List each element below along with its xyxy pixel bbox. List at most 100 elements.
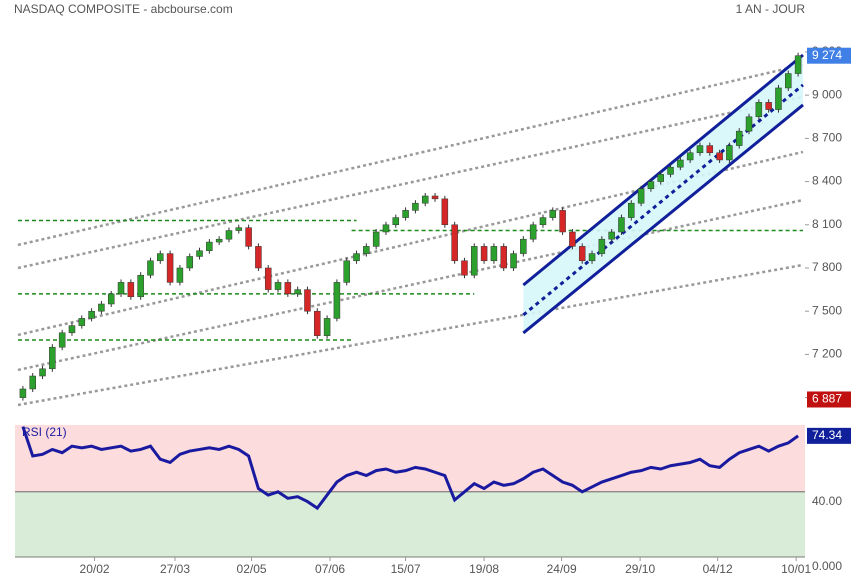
trend-line: [17, 198, 804, 372]
x-tick-label: 20/02: [80, 562, 110, 576]
candle-body: [461, 260, 468, 276]
y-tick-label: 7 800: [812, 260, 842, 274]
candle-body: [304, 289, 311, 312]
candle-body: [117, 282, 125, 295]
timeframe: 1 AN - JOUR: [736, 2, 806, 16]
candle-body: [49, 346, 56, 370]
candle-body: [539, 217, 547, 226]
candle-body: [677, 159, 684, 168]
candle-body: [578, 246, 586, 262]
x-tick-label: 24/09: [547, 562, 577, 576]
candle-body: [78, 318, 86, 326]
trend-line: [17, 150, 804, 337]
candle-body: [647, 181, 655, 190]
candle-body: [696, 145, 704, 154]
rsi-oversold-zone: [15, 491, 805, 557]
candle-body: [333, 282, 341, 319]
candle-body: [127, 282, 135, 298]
rsi-tag-label: 74.34: [812, 428, 842, 442]
candle-body: [490, 246, 498, 262]
candle-body: [314, 310, 321, 336]
candle-body: [755, 102, 763, 118]
y-tick-label: 7 200: [812, 347, 842, 361]
candle-body: [421, 195, 429, 204]
candle-body: [19, 388, 27, 398]
candle-body: [735, 130, 743, 146]
channel-fill: [523, 54, 803, 333]
candle-body: [39, 368, 46, 377]
candle-body: [775, 87, 782, 110]
candle-body: [510, 253, 517, 269]
x-tick-label: 27/03: [160, 562, 190, 576]
candle-body: [98, 303, 105, 312]
candle-body: [137, 274, 144, 298]
candle-body: [765, 102, 772, 110]
chart-title: NASDAQ COMPOSITE - abcbourse.com: [14, 2, 233, 16]
candle-body: [667, 166, 674, 175]
candle-body: [176, 267, 184, 283]
y-tick-label: 8 100: [812, 217, 842, 231]
candle-body: [264, 267, 272, 290]
candle-body: [323, 318, 331, 336]
candle-body: [294, 289, 301, 295]
y-tick-label: 7 500: [812, 303, 842, 317]
candle-body: [215, 238, 223, 243]
candle-body: [549, 210, 557, 218]
candle-body: [785, 73, 792, 89]
rsi-line: [21, 426, 799, 511]
rsi-tag: [807, 427, 851, 444]
x-tick-label: 19/08: [469, 562, 499, 576]
price-tag: [807, 47, 851, 64]
candle-body: [186, 256, 193, 269]
candle-body: [382, 224, 390, 233]
candle-body: [559, 210, 566, 233]
candle-body: [569, 231, 576, 247]
channel-line: [522, 103, 804, 335]
candle-body: [431, 195, 439, 200]
channel-line: [522, 53, 804, 287]
x-tick-label: 07/06: [315, 562, 345, 576]
candle-body: [480, 246, 488, 262]
candle-body: [412, 202, 419, 211]
rsi-tick-label: 0.000: [812, 559, 842, 573]
candle-body: [343, 260, 350, 283]
candle-body: [58, 332, 66, 348]
candle-body: [529, 224, 537, 240]
price-tag-label: 9 274: [812, 48, 842, 62]
candle-body: [353, 253, 360, 262]
candle-body: [618, 217, 625, 233]
candle-body: [500, 246, 507, 269]
x-tick-label: 15/07: [391, 562, 421, 576]
candle-body: [235, 227, 243, 231]
candle-body: [794, 55, 802, 74]
candle-body: [628, 202, 635, 218]
candle-body: [686, 152, 694, 161]
candle-body: [88, 310, 95, 319]
x-tick-label: 29/10: [625, 562, 655, 576]
candle-body: [225, 230, 233, 240]
candle-body: [372, 231, 380, 247]
candle-body: [29, 375, 36, 390]
candle-body: [716, 152, 723, 161]
x-tick-label: 10/01: [781, 562, 811, 576]
candle-body: [598, 238, 606, 254]
candle-body: [392, 217, 400, 226]
candle-body: [245, 227, 252, 247]
candle-body: [471, 246, 478, 276]
trend-line: [17, 95, 804, 270]
candle-body: [608, 231, 615, 240]
y-tick-label: 9 000: [812, 87, 842, 101]
rsi-name: RSI (21): [22, 425, 67, 439]
candle-body: [255, 246, 262, 269]
candle-body: [726, 145, 733, 161]
y-tick-label: 8 700: [812, 131, 842, 145]
x-tick-label: 04/12: [703, 562, 733, 576]
candle-body: [745, 116, 753, 132]
candle-body: [657, 174, 664, 182]
candle-body: [363, 246, 370, 254]
trend-line: [17, 263, 804, 407]
candle-body: [157, 253, 164, 262]
price-tag: [807, 391, 851, 408]
rsi-tick-label: 40.00: [812, 494, 842, 508]
